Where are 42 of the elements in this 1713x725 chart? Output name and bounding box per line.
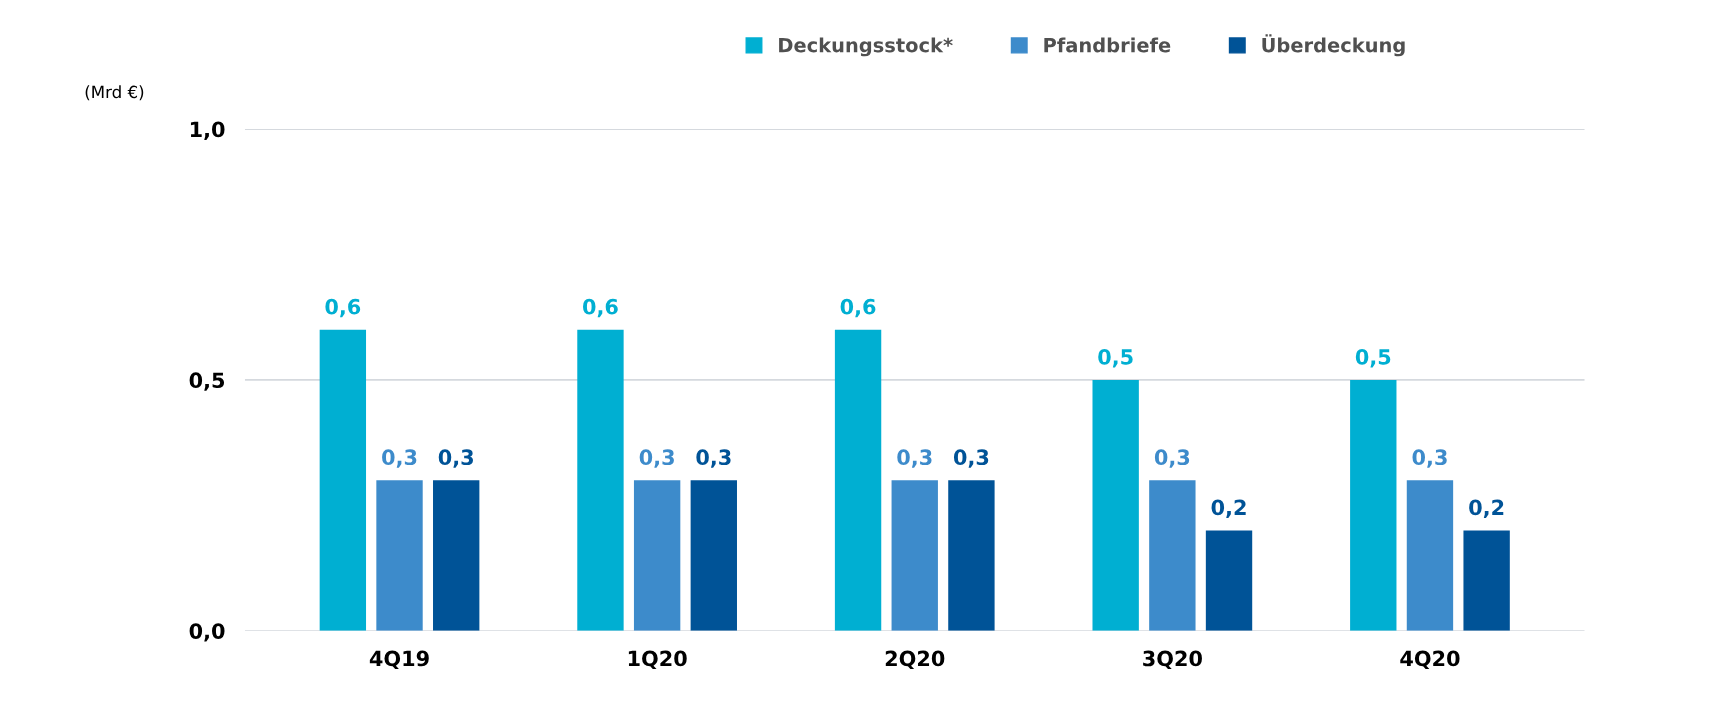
bar [633,480,681,631]
y-axis-title: (Mrd €) [85,85,144,101]
bar [1406,480,1454,631]
data-label: 0,2 [1211,499,1246,518]
data-label: 0,3 [438,449,473,468]
data-label: 0,3 [1154,449,1190,468]
data-label: 0,6 [583,298,618,318]
bar [891,480,938,631]
bar [834,329,882,631]
x-tick-label: 4Q19 [369,650,429,670]
data-label: 0,3 [639,449,674,468]
bar [319,329,367,631]
bar [690,480,737,631]
bar [433,480,480,631]
legend-label: Deckungsstock* [779,37,953,57]
x-tick-label: 1Q20 [628,650,687,670]
bar [1149,480,1196,631]
x-tick-label: 2Q20 [885,650,945,670]
data-label: 0,5 [1098,348,1133,368]
bar [1350,379,1397,631]
bar [1205,530,1253,631]
data-label: 0,3 [897,449,932,468]
data-label: 0,3 [953,449,989,468]
data-label: 0,5 [1355,348,1391,368]
data-label: 0,3 [382,449,417,468]
data-label: 0,6 [325,298,361,318]
y-tick-label: 0,5 [189,372,225,391]
bar [1463,530,1510,631]
bar [376,480,423,631]
data-label: 0,3 [1412,449,1447,468]
data-label: 0,6 [840,298,876,318]
bar [577,329,624,631]
y-tick-label: 0,0 [189,623,225,642]
x-tick-label: 4Q20 [1400,650,1460,670]
bar [948,480,995,631]
x-tick-label: 3Q20 [1143,650,1202,670]
legend-label: Pfandbriefe [1044,37,1171,53]
y-tick-label: 1,0 [190,121,225,140]
bar [1092,379,1139,631]
data-label: 0,3 [696,449,731,468]
legend-label: Überdeckung [1262,34,1405,57]
data-label: 0,2 [1469,499,1504,518]
